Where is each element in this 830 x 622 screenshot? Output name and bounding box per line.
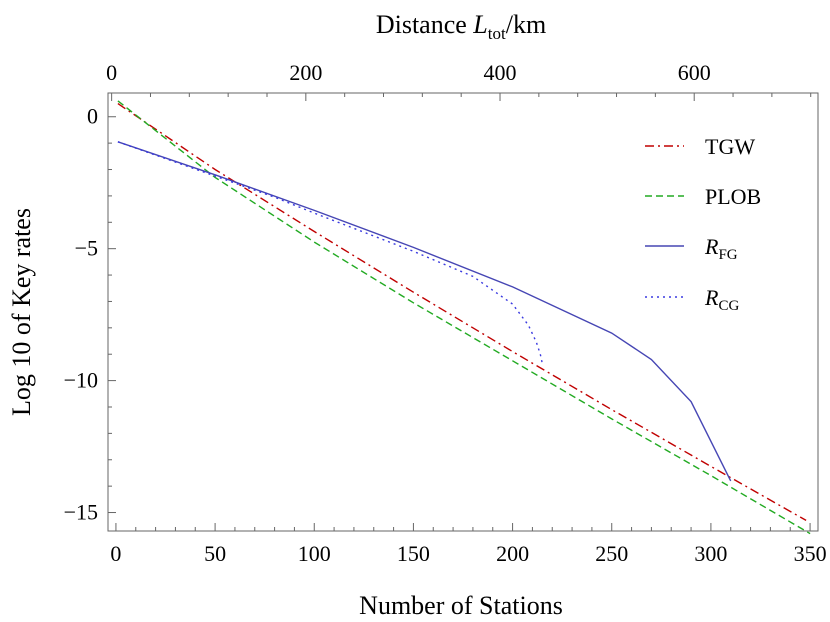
legend-label-rfg: RFG bbox=[704, 234, 738, 263]
y-tick-label: −15 bbox=[64, 500, 98, 525]
tick-labels: 0 50 100 150 200 250 300 350 0 200 400 600 0 −5 −10 −15 bbox=[64, 60, 827, 566]
legend-label-rcg: RCG bbox=[704, 285, 739, 314]
x-tick-label: 0 bbox=[110, 541, 121, 566]
x-tick-label: 150 bbox=[397, 541, 430, 566]
legend-label-plob: PLOB bbox=[705, 184, 761, 209]
y-tick-label: −5 bbox=[75, 236, 98, 261]
legend-label-tgw: TGW bbox=[705, 134, 755, 159]
x-axis-label: Number of Stations bbox=[359, 591, 563, 620]
top-tick-label: 200 bbox=[289, 60, 322, 85]
x-tick-label: 300 bbox=[694, 541, 727, 566]
x-tick-label: 250 bbox=[595, 541, 628, 566]
legend: TGW PLOB RFG RCG bbox=[645, 134, 761, 314]
axis-ticks bbox=[108, 93, 812, 531]
x-tick-label: 350 bbox=[794, 541, 827, 566]
x-tick-label: 200 bbox=[496, 541, 529, 566]
y-tick-label: −10 bbox=[64, 368, 98, 393]
series-line-rcg bbox=[117, 141, 543, 364]
x-tick-label: 50 bbox=[204, 541, 226, 566]
y-tick-label: 0 bbox=[87, 104, 98, 129]
series-line-plob bbox=[117, 100, 811, 535]
x-tick-label: 100 bbox=[298, 541, 331, 566]
series-lines bbox=[117, 100, 811, 535]
y-axis-label: Log 10 of Key rates bbox=[7, 208, 36, 416]
plot-frame bbox=[107, 92, 819, 532]
series-line-tgw bbox=[117, 103, 807, 522]
series-line-rfg bbox=[117, 141, 732, 482]
top-tick-label: 0 bbox=[106, 60, 117, 85]
top-tick-label: 600 bbox=[678, 60, 711, 85]
plot-border bbox=[107, 92, 819, 532]
top-axis-label: Distance Ltot/km bbox=[376, 10, 546, 43]
top-tick-label: 400 bbox=[484, 60, 517, 85]
